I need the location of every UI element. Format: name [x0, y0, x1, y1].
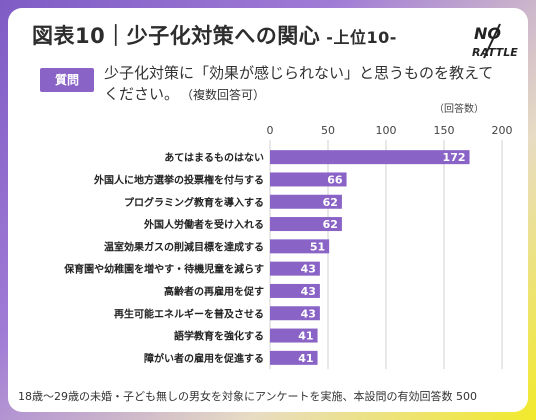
data-label: 43	[301, 307, 316, 320]
bar	[270, 194, 342, 209]
data-label: 43	[301, 263, 316, 276]
bar-chart: 0 50 100 150 200 あてはまるものはない 172 外国人に地方選挙の投票権を付与…	[63, 124, 513, 369]
category-label: 温室効果ガスの削減目標を達成する	[104, 240, 264, 253]
bar	[270, 350, 318, 365]
bar	[270, 217, 342, 232]
x-tick-label: 150	[434, 124, 455, 137]
logo-line1: NO	[474, 24, 501, 43]
logo-line2: RATTLE	[472, 46, 518, 59]
chart-card: 図表10｜少子化対策への関心 -上位10- NO RATTLE 質問 少子化対策…	[8, 8, 528, 412]
data-label: 51	[310, 240, 325, 253]
x-tick-label: 50	[321, 124, 335, 137]
bar	[270, 283, 320, 298]
category-label: プログラミング教育を導入する	[124, 196, 264, 209]
category-label: 語学教育を強化する	[174, 330, 264, 343]
category-label: 保育園や幼稚園を増やす・待機児童を減らす	[63, 263, 264, 276]
title-main: 図表10｜少子化対策への関心	[32, 24, 321, 48]
x-tick-label: 200	[492, 124, 513, 137]
category-label: 障がい者の雇用を促進する	[144, 352, 264, 365]
page-title: 図表10｜少子化対策への関心 -上位10-	[32, 20, 397, 50]
unit-label: （回答数）	[434, 104, 484, 115]
data-label: 66	[327, 173, 343, 186]
question-badge: 質問	[40, 68, 94, 92]
bar	[270, 261, 320, 276]
x-tick-label: 0	[267, 124, 274, 137]
question-note: （複数回答可）	[187, 88, 266, 102]
title-suffix: -上位10-	[320, 28, 397, 47]
question-text: 少子化対策に「効果が感じられない」と思うものを教えてください。 （複数回答可）	[104, 63, 504, 106]
category-label: 外国人に地方選挙の投票権を付与する	[93, 173, 264, 186]
data-label: 41	[298, 352, 313, 365]
data-label: 43	[301, 285, 316, 298]
logo-slash	[483, 23, 501, 59]
data-label: 41	[298, 330, 313, 343]
bar	[270, 306, 320, 321]
bar	[270, 328, 318, 343]
bar	[270, 239, 330, 254]
bar	[270, 172, 347, 187]
question-body: 少子化対策に「効果が感じられない」と思うものを教えてください。	[104, 64, 494, 103]
x-tick-label: 100	[376, 124, 397, 137]
brand-logo: NO RATTLE	[472, 23, 518, 59]
data-label: 172	[443, 151, 466, 164]
footer-note: 18歳～29歳の未婚・子ども無しの男女を対象にアンケートを実施、本設問の有効回答…	[18, 390, 478, 403]
data-label: 62	[323, 218, 338, 231]
bar	[270, 150, 470, 165]
category-label: 高齢者の再雇用を促す	[164, 285, 264, 298]
category-label: 再生可能エネルギーを普及させる	[114, 307, 264, 320]
data-label: 62	[323, 196, 338, 209]
category-label: あてはまるものはない	[164, 151, 264, 164]
category-label: 外国人労働者を受け入れる	[143, 218, 264, 231]
